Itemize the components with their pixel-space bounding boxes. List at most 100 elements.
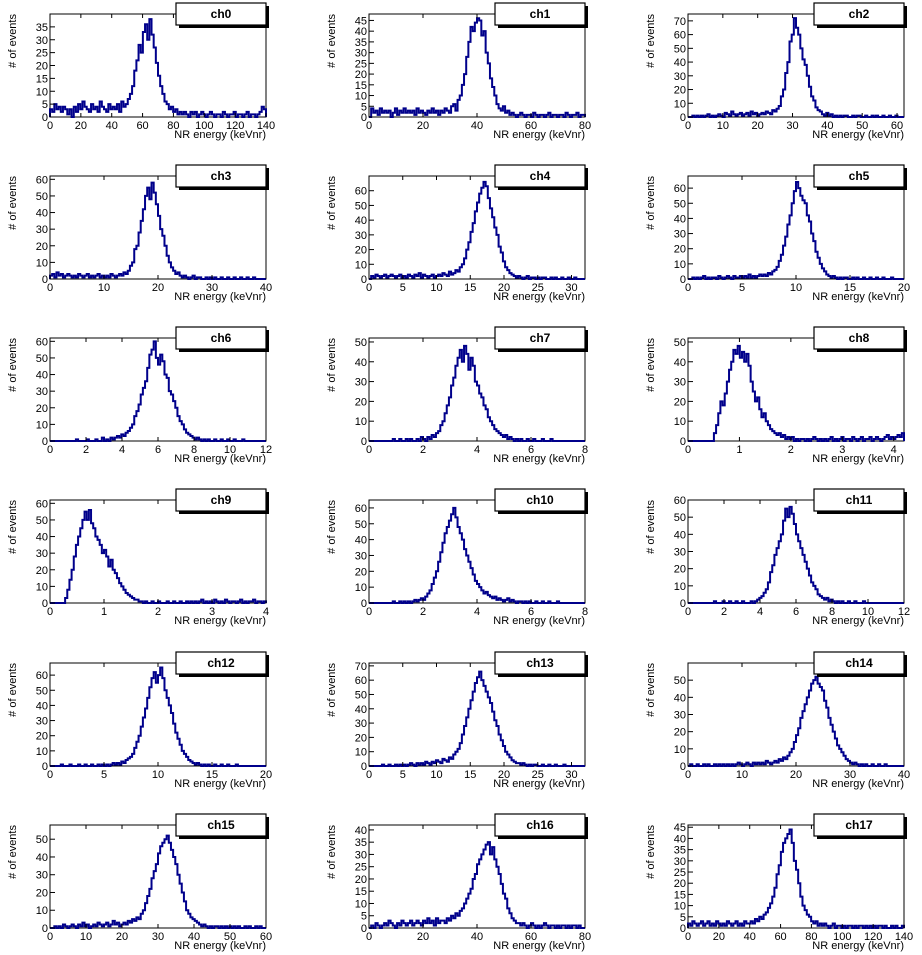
x-tick-label: 5: [739, 282, 745, 294]
y-tick-label: 20: [674, 727, 686, 739]
y-tick-label: 30: [355, 718, 367, 730]
x-tick-label: 0: [366, 606, 372, 618]
title-box: [494, 651, 586, 675]
y-tick-label: 50: [355, 200, 367, 212]
x-tick-label: 12: [260, 444, 272, 456]
chart-title: ch0: [211, 7, 232, 21]
x-axis-title: NR energy (keVnr): [174, 129, 266, 141]
y-axis-title: # of events: [7, 825, 19, 879]
y-tick-label: 40: [355, 535, 367, 547]
x-tick-label: 4: [474, 444, 480, 456]
y-tick-label: 30: [355, 377, 367, 389]
y-tick-label: 30: [355, 230, 367, 242]
y-axis-title: # of events: [645, 338, 657, 392]
y-tick-label: 10: [674, 901, 686, 913]
y-tick-label: 25: [355, 862, 367, 874]
y-axis-title: # of events: [7, 663, 19, 717]
x-tick-label: 40: [898, 769, 910, 781]
y-tick-label: 20: [36, 241, 48, 253]
y-tick-label: 10: [674, 416, 686, 428]
histogram-line: [369, 670, 585, 767]
y-tick-label: 45: [674, 822, 686, 834]
y-tick-label: 50: [355, 519, 367, 531]
x-tick-label: 6: [155, 444, 161, 456]
x-axis-title: NR energy (keVnr): [493, 453, 585, 465]
y-tick-label: 20: [36, 887, 48, 899]
y-tick-label: 50: [36, 834, 48, 846]
x-tick-label: 30: [786, 120, 798, 132]
x-tick-label: 40: [188, 931, 200, 943]
x-tick-label: 0: [685, 444, 691, 456]
x-tick-label: 40: [106, 120, 118, 132]
y-tick-label: 30: [355, 48, 367, 60]
y-tick-label: 60: [36, 498, 48, 510]
x-tick-label: 4: [474, 606, 480, 618]
y-tick-label: 30: [674, 710, 686, 722]
y-tick-label: 40: [355, 215, 367, 227]
y-tick-label: 35: [674, 845, 686, 857]
y-tick-label: 35: [36, 22, 48, 34]
x-tick-label: 20: [152, 282, 164, 294]
x-tick-label: 10: [790, 282, 802, 294]
chart-title: ch5: [849, 169, 870, 183]
title-box: [813, 326, 905, 350]
y-tick-label: 15: [355, 886, 367, 898]
x-tick-label: 15: [206, 769, 218, 781]
x-tick-label: 20: [752, 120, 764, 132]
histogram-line: [50, 340, 266, 442]
title-box: [494, 2, 586, 26]
x-tick-label: 0: [47, 282, 53, 294]
y-tick-label: 40: [355, 704, 367, 716]
x-axis-title: NR energy (keVnr): [174, 291, 266, 303]
x-axis-title: NR energy (keVnr): [174, 778, 266, 790]
y-tick-label: 30: [36, 548, 48, 560]
y-tick-label: 10: [355, 582, 367, 594]
y-tick-label: 30: [674, 547, 686, 559]
x-tick-label: 0: [685, 769, 691, 781]
x-tick-label: 60: [136, 120, 148, 132]
y-tick-label: 5: [361, 101, 367, 113]
y-tick-label: 20: [674, 85, 686, 97]
y-tick-label: 40: [674, 529, 686, 541]
chart-title: ch8: [849, 331, 870, 345]
x-tick-label: 0: [47, 931, 53, 943]
x-tick-label: 10: [430, 282, 442, 294]
x-tick-label: 80: [579, 931, 591, 943]
chart-title: ch4: [530, 169, 551, 183]
y-tick-label: 30: [355, 550, 367, 562]
y-tick-label: 30: [674, 856, 686, 868]
x-tick-label: 10: [98, 282, 110, 294]
y-tick-label: 35: [355, 37, 367, 49]
x-tick-label: 20: [898, 282, 910, 294]
y-tick-label: 10: [355, 416, 367, 428]
title-box: [494, 164, 586, 188]
title-box: [175, 2, 267, 26]
y-tick-label: 35: [355, 837, 367, 849]
x-tick-label: 2: [83, 444, 89, 456]
x-tick-label: 15: [464, 769, 476, 781]
y-tick-label: 10: [36, 419, 48, 431]
x-tick-label: 6: [528, 606, 534, 618]
y-axis-title: # of events: [326, 663, 338, 717]
x-tick-label: 0: [366, 769, 372, 781]
y-tick-label: 20: [674, 244, 686, 256]
x-tick-label: 6: [528, 444, 534, 456]
y-tick-label: 30: [36, 224, 48, 236]
y-tick-label: 5: [680, 912, 686, 924]
x-tick-label: 60: [891, 120, 903, 132]
y-tick-label: 40: [36, 700, 48, 712]
plot-frame: [687, 824, 905, 929]
plot-frame: [368, 662, 586, 767]
y-axis-title: # of events: [326, 825, 338, 879]
x-tick-label: 30: [565, 282, 577, 294]
x-tick-label: 5: [400, 769, 406, 781]
y-tick-label: 0: [361, 598, 367, 610]
x-tick-label: 40: [471, 120, 483, 132]
y-tick-label: 10: [355, 91, 367, 103]
y-tick-label: 20: [674, 396, 686, 408]
